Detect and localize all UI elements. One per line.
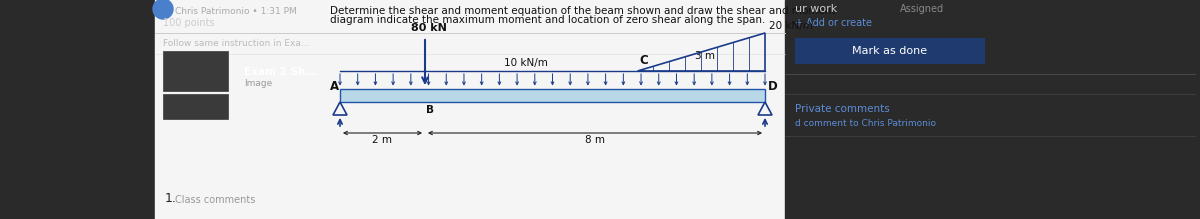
Text: d comment to Chris Patrimonio: d comment to Chris Patrimonio <box>796 120 936 129</box>
Text: + Add or create: + Add or create <box>796 18 872 28</box>
Text: B: B <box>426 105 434 115</box>
Text: Follow same instruction in Exa…: Follow same instruction in Exa… <box>163 39 310 48</box>
Text: D: D <box>768 79 778 92</box>
Circle shape <box>154 0 173 19</box>
Text: 20 kN/m: 20 kN/m <box>769 21 812 31</box>
Text: ur work: ur work <box>796 4 838 14</box>
Text: Mark as done: Mark as done <box>852 46 928 56</box>
Text: Chris Patrimonio • 1:31 PM: Chris Patrimonio • 1:31 PM <box>175 7 296 16</box>
Text: Image: Image <box>244 78 272 88</box>
Text: Class comments: Class comments <box>175 195 256 205</box>
Bar <box>0 0 155 219</box>
Text: 100 points: 100 points <box>163 18 215 28</box>
Text: 8 m: 8 m <box>586 135 605 145</box>
Text: A: A <box>330 79 340 92</box>
Text: Private comments: Private comments <box>796 104 889 114</box>
Bar <box>340 89 766 102</box>
Text: 10 kN/m: 10 kN/m <box>504 58 547 68</box>
Bar <box>155 0 785 219</box>
Text: 2 m: 2 m <box>372 135 392 145</box>
Text: 3 m: 3 m <box>695 51 715 61</box>
Text: Exam 2 Sh…: Exam 2 Sh… <box>244 67 316 77</box>
Bar <box>163 51 228 91</box>
Text: diagram indicate the maximum moment and location of zero shear along the span.: diagram indicate the maximum moment and … <box>330 15 766 25</box>
Bar <box>796 38 985 64</box>
Bar <box>163 94 228 119</box>
Text: 1.: 1. <box>166 193 176 205</box>
Text: Determine the shear and moment equation of the beam shown and draw the shear and: Determine the shear and moment equation … <box>330 6 835 16</box>
Bar <box>785 0 1200 219</box>
Text: 80 kN: 80 kN <box>410 23 446 33</box>
Text: C: C <box>640 54 648 67</box>
Text: Assigned: Assigned <box>900 4 944 14</box>
